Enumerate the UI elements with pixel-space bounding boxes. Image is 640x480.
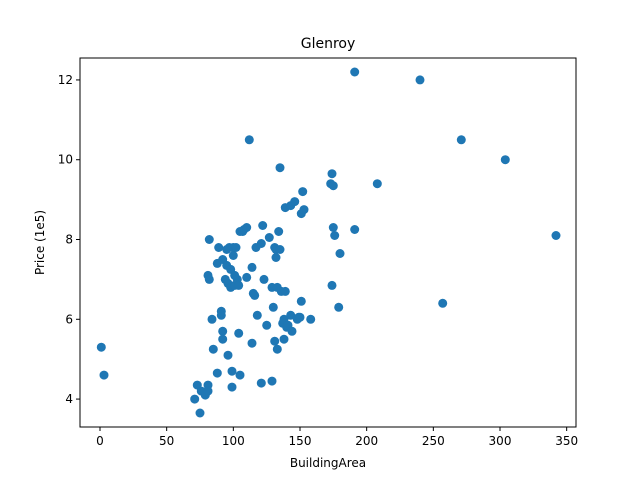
- data-point: [267, 376, 277, 386]
- data-point: [247, 262, 257, 272]
- data-point: [218, 334, 228, 344]
- data-point: [212, 368, 222, 378]
- data-point: [207, 314, 217, 324]
- data-point: [204, 274, 214, 284]
- data-point: [287, 326, 297, 336]
- y-tick-label: 6: [65, 312, 73, 326]
- data-point: [268, 302, 278, 312]
- data-point: [270, 336, 280, 346]
- data-point: [259, 274, 269, 284]
- data-point: [235, 370, 245, 380]
- plot-frame: [79, 57, 577, 428]
- data-point: [286, 310, 296, 320]
- data-point: [195, 408, 205, 418]
- data-point: [299, 205, 309, 215]
- y-tick-label: 12: [58, 73, 73, 87]
- data-point: [306, 314, 316, 324]
- data-point: [275, 163, 285, 173]
- data-point: [500, 155, 510, 165]
- data-point: [214, 243, 224, 252]
- data-point: [258, 221, 268, 230]
- x-tick-label: 350: [555, 434, 578, 448]
- data-point: [190, 394, 200, 404]
- data-point: [228, 251, 238, 260]
- data-point: [328, 223, 338, 232]
- data-point: [203, 386, 213, 396]
- data-point: [328, 181, 338, 191]
- y-tick-label: 8: [65, 233, 73, 247]
- data-point: [456, 135, 466, 145]
- data-point: [234, 280, 244, 290]
- x-tick-label: 50: [159, 434, 174, 448]
- data-point: [275, 245, 285, 254]
- data-point: [262, 320, 272, 330]
- data-point: [227, 366, 237, 376]
- data-point: [252, 310, 262, 320]
- data-point: [295, 312, 305, 322]
- data-point: [231, 243, 241, 252]
- x-tick-label: 100: [222, 434, 245, 448]
- data-point: [216, 310, 226, 320]
- x-tick-label: 200: [355, 434, 378, 448]
- data-point: [330, 231, 340, 240]
- data-point: [271, 253, 281, 262]
- data-point: [551, 231, 561, 240]
- data-point: [350, 67, 360, 77]
- data-point: [335, 249, 345, 258]
- data-point: [256, 239, 266, 248]
- y-axis-label: Price (1e5): [33, 210, 47, 275]
- data-point: [438, 298, 448, 308]
- points-layer: [96, 67, 561, 418]
- data-point: [234, 328, 244, 338]
- x-tick-label: 300: [489, 434, 512, 448]
- data-point: [96, 342, 106, 352]
- y-axis: 4 6 8 10 12: [58, 73, 80, 406]
- data-point: [290, 197, 300, 207]
- y-tick-label: 10: [58, 153, 73, 167]
- data-point: [334, 302, 344, 312]
- data-point: [327, 280, 337, 290]
- data-point: [372, 179, 382, 189]
- data-point: [327, 169, 337, 179]
- x-tick-label: 0: [96, 434, 104, 448]
- x-axis: 0 50 100 150 200 250 300 350: [96, 427, 578, 448]
- data-point: [242, 272, 252, 282]
- data-point: [244, 135, 254, 145]
- data-point: [264, 233, 274, 242]
- data-point: [227, 382, 237, 392]
- data-point: [208, 344, 218, 354]
- data-point: [274, 227, 284, 236]
- data-point: [256, 378, 266, 388]
- data-point: [296, 296, 306, 306]
- y-tick-label: 4: [65, 392, 73, 406]
- data-point: [247, 338, 257, 348]
- x-tick-label: 250: [422, 434, 445, 448]
- data-point: [99, 370, 109, 380]
- x-tick-label: 150: [289, 434, 312, 448]
- data-point: [279, 334, 289, 344]
- data-point: [223, 350, 233, 360]
- x-axis-label: BuildingArea: [290, 456, 366, 470]
- data-point: [218, 326, 228, 336]
- data-point: [350, 225, 360, 234]
- chart-title: Glenroy: [301, 36, 356, 52]
- data-point: [298, 187, 308, 197]
- data-point: [280, 286, 290, 296]
- data-point: [204, 235, 214, 244]
- data-point: [415, 75, 425, 85]
- data-point: [272, 344, 282, 354]
- data-point: [250, 290, 260, 300]
- data-point: [242, 223, 252, 232]
